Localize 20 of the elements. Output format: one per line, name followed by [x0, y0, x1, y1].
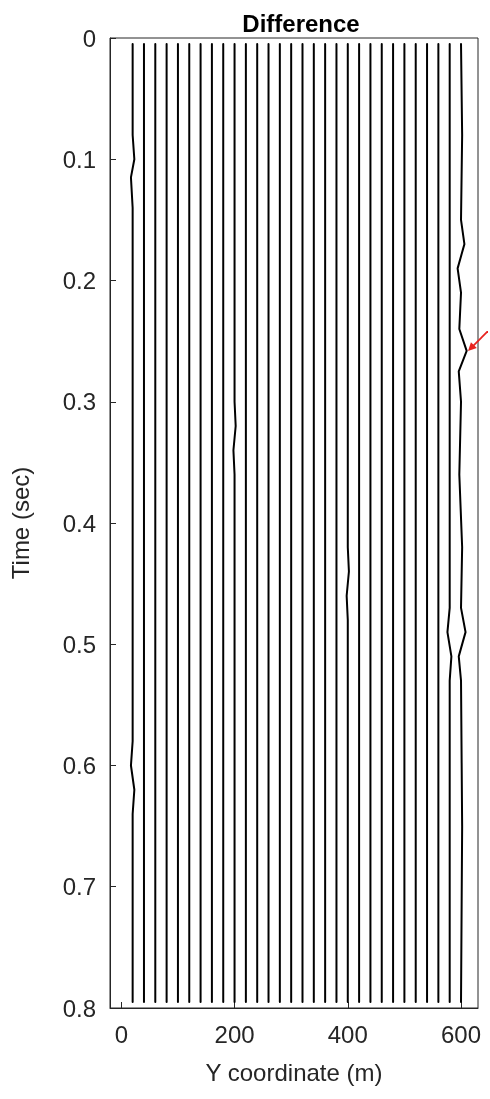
y-tick-label: 0.6: [62, 752, 96, 779]
y-tick-label: 0.3: [62, 388, 96, 416]
y-axis-title: Time (sec): [6, 466, 34, 580]
x-axis-title: Y coordinate (m): [205, 1058, 383, 1086]
x-tick-label: 0: [114, 1020, 128, 1048]
x-tick-label: 400: [327, 1020, 368, 1048]
y-tick-label: 0.7: [62, 873, 96, 901]
x-tick-label: 200: [214, 1020, 255, 1048]
y-tick-label: 0.5: [62, 630, 96, 658]
line-series: [345, 43, 350, 1003]
y-tick-label: 0.2: [62, 267, 96, 294]
line-series: [232, 43, 237, 1003]
line-series: [129, 43, 136, 1003]
y-tick-label: 0: [82, 24, 96, 52]
line-series: [446, 43, 453, 1003]
y-tick-label: 0.4: [62, 509, 96, 537]
y-tick-label: 0.1: [62, 145, 96, 173]
y-tick-label: 0.8: [62, 994, 96, 1022]
x-tick-label: 600: [440, 1020, 482, 1048]
chart-title: Difference: [242, 9, 360, 37]
